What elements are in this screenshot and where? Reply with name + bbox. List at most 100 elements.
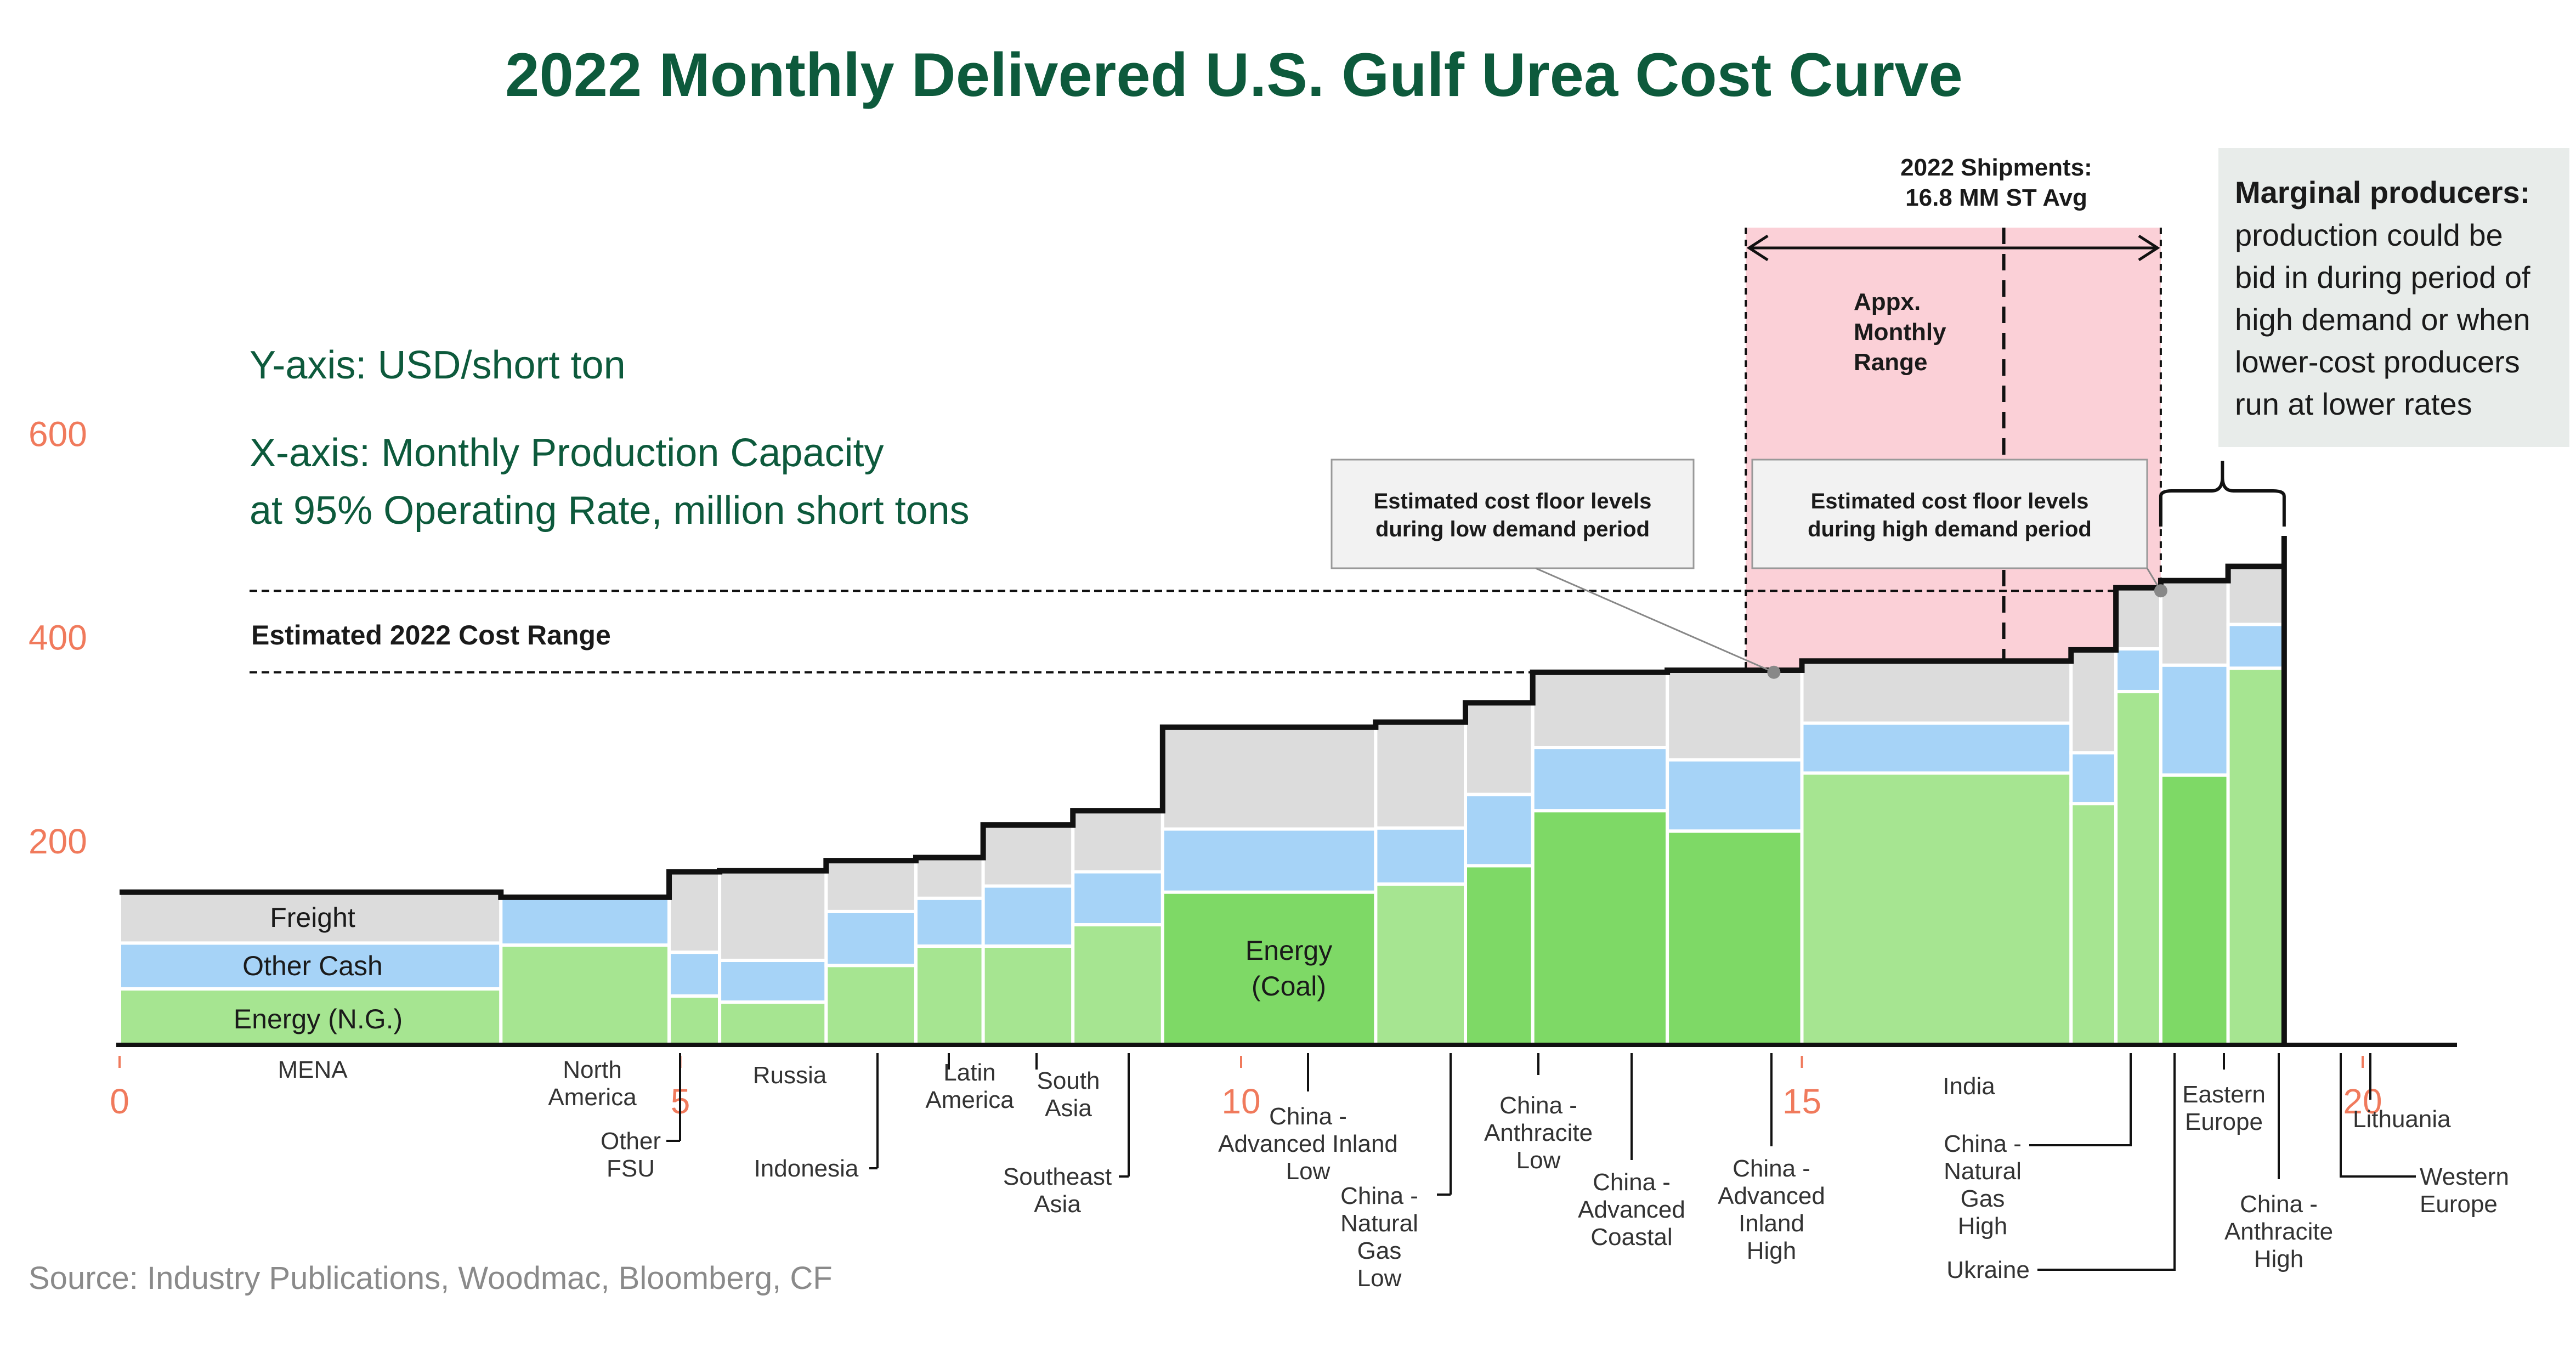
marginal-callout-line: run at lower rates <box>2235 387 2472 421</box>
bar-freight-segment-15 <box>2114 586 2162 651</box>
region-label-north-america: America <box>548 1084 637 1111</box>
bar-energy-segment-4 <box>824 964 918 1047</box>
region-label-india: India <box>1943 1073 1995 1100</box>
marginal-callout-line: production could be <box>2235 218 2503 252</box>
bar-other-cash-segment-5 <box>914 896 985 948</box>
region-label-china-anthracite-low: Anthracite <box>1484 1119 1593 1146</box>
shipments-label: 2022 Shipments: <box>1900 154 2092 181</box>
y-axis-note: Y-axis: USD/short ton <box>250 343 626 387</box>
monthly-range-label: Appx. <box>1854 288 1921 315</box>
energy-ng-label: Energy (N.G.) <box>234 1004 403 1034</box>
region-label-china-ng-low: China - <box>1340 1183 1418 1209</box>
bar-freight-segment-10 <box>1464 701 1535 796</box>
bar-energy-segment-12 <box>1666 829 1804 1046</box>
region-label-china-ng-high: High <box>1958 1213 2008 1240</box>
freight-label: Freight <box>270 902 355 933</box>
region-label-china-ng-low: Low <box>1357 1265 1402 1292</box>
cost-floor-high-text-2: during high demand period <box>1808 517 2092 541</box>
bar-energy-segment-1 <box>499 943 671 1047</box>
bar-other-cash-segment-11 <box>1531 746 1669 813</box>
region-label-china-adv-inland-low: Advanced Inland <box>1218 1130 1398 1157</box>
chart-title: 2022 Monthly Delivered U.S. Gulf Urea Co… <box>505 41 1963 109</box>
region-label-western-europe: Western <box>2420 1163 2509 1190</box>
region-leader <box>2029 1053 2132 1146</box>
marginal-callout-line: lower-cost producers <box>2235 344 2520 379</box>
region-label-lithuania: Lithuania <box>2353 1106 2451 1133</box>
bar-other-cash-segment-14 <box>2069 751 2118 806</box>
bar-freight-segment-13 <box>1800 659 2073 725</box>
bar-energy-segment-10 <box>1464 864 1535 1046</box>
region-label-north-america: North <box>563 1056 622 1083</box>
cost-floor-high-marker <box>2154 584 2167 598</box>
bar-energy-segment-14 <box>2069 802 2118 1047</box>
marginal-callout-line: high demand or when <box>2235 302 2530 337</box>
bar-freight-segment-3 <box>718 869 828 962</box>
region-label-china-anthracite-high: Anthracite <box>2224 1218 2333 1245</box>
region-label-china-adv-coastal: Coastal <box>1590 1224 1672 1251</box>
region-label-eastern-europe: Europe <box>2185 1108 2263 1135</box>
bar-other-cash-segment-3 <box>718 958 828 1004</box>
x-tick-label: 20 <box>2343 1082 2382 1121</box>
cost-range-label: Estimated 2022 Cost Range <box>251 620 611 650</box>
monthly-range-label-3: Range <box>1854 349 1927 376</box>
bar-energy-segment-2 <box>667 994 722 1046</box>
region-leader <box>2340 1053 2416 1178</box>
region-label-ukraine: Ukraine <box>1946 1257 2030 1283</box>
x-tick-label: 15 <box>1782 1082 1821 1121</box>
cost-floor-low-text-2: during low demand period <box>1375 517 1650 541</box>
bar-energy-segment-5 <box>914 944 985 1047</box>
bar-other-cash-segment-1 <box>499 895 671 947</box>
bar-energy-segment-6 <box>981 944 1075 1047</box>
shipments-label-2: 16.8 MM ST Avg <box>1905 184 2087 211</box>
region-label-china-adv-inland-high: Inland <box>1739 1210 1804 1237</box>
x-tick-labels: 05101520 <box>110 1056 2382 1121</box>
bar-other-cash-segment-4 <box>824 909 918 968</box>
region-label-latin-america: America <box>925 1087 1014 1113</box>
region-label-china-adv-inland-low: China - <box>1269 1103 1347 1130</box>
marginal-callout-heading: Marginal producers: <box>2235 175 2530 210</box>
bar-other-cash-segment-10 <box>1464 793 1535 868</box>
region-label-china-ng-low: Gas <box>1357 1237 1402 1264</box>
x-axis-note-2: at 95% Operating Rate, million short ton… <box>250 489 970 533</box>
region-leader <box>2037 1053 2176 1271</box>
bar-freight-segment-4 <box>824 859 918 913</box>
region-label-southeast-asia: Southeast <box>1003 1163 1112 1190</box>
bar-other-cash-segment-2 <box>667 951 722 998</box>
cost-floor-low-marker <box>1767 665 1781 679</box>
bar-energy-segment-16 <box>2159 773 2230 1047</box>
region-label-china-anthracite-high: High <box>2254 1246 2304 1272</box>
bar-other-cash-segment-9 <box>1374 826 1467 886</box>
region-label-other-fsu: FSU <box>607 1155 655 1182</box>
cost-curve-outline <box>120 536 2287 1045</box>
bar-freight-segment-12 <box>1666 668 1804 762</box>
region-label-china-adv-inland-high: Advanced <box>1718 1183 1825 1209</box>
bar-other-cash-segment-7 <box>1071 870 1164 926</box>
bar-freight-segment-5 <box>914 856 985 900</box>
bar-energy-segment-11 <box>1531 809 1669 1046</box>
cost-bars <box>118 564 2286 1047</box>
region-label-other-fsu: Other <box>601 1128 661 1155</box>
cost-floor-low-text: Estimated cost floor levels <box>1374 489 1652 513</box>
bar-energy-segment-13 <box>1800 771 2073 1046</box>
region-label-china-adv-inland-low: Low <box>1286 1158 1331 1185</box>
monthly-range-band <box>1746 228 2161 674</box>
energy-coal-label: Energy <box>1245 935 1332 966</box>
energy-coal-label-2: (Coal) <box>1252 971 1326 1002</box>
region-label-western-europe: Europe <box>2420 1191 2498 1218</box>
bar-other-cash-segment-15 <box>2114 647 2162 693</box>
bar-freight-segment-16 <box>2159 579 2230 667</box>
arrow-left-head <box>1746 234 1769 262</box>
bar-energy-segment-17 <box>2226 666 2286 1046</box>
y-tick-label: 200 <box>29 822 87 861</box>
x-axis-note-1: X-axis: Monthly Production Capacity <box>250 431 884 475</box>
bar-energy-segment-7 <box>1071 923 1164 1046</box>
bar-other-cash-segment-12 <box>1666 758 1804 833</box>
bar-other-cash-segment-16 <box>2159 663 2230 777</box>
bar-other-cash-segment-8 <box>1160 827 1378 894</box>
region-label-china-adv-coastal: China - <box>1593 1169 1671 1196</box>
region-label-china-anthracite-low: Low <box>1516 1147 1561 1174</box>
region-label-china-anthracite-low: China - <box>1499 1092 1577 1119</box>
region-label-china-ng-high: Gas <box>1961 1185 2005 1212</box>
bar-other-cash-segment-13 <box>1800 721 2073 775</box>
